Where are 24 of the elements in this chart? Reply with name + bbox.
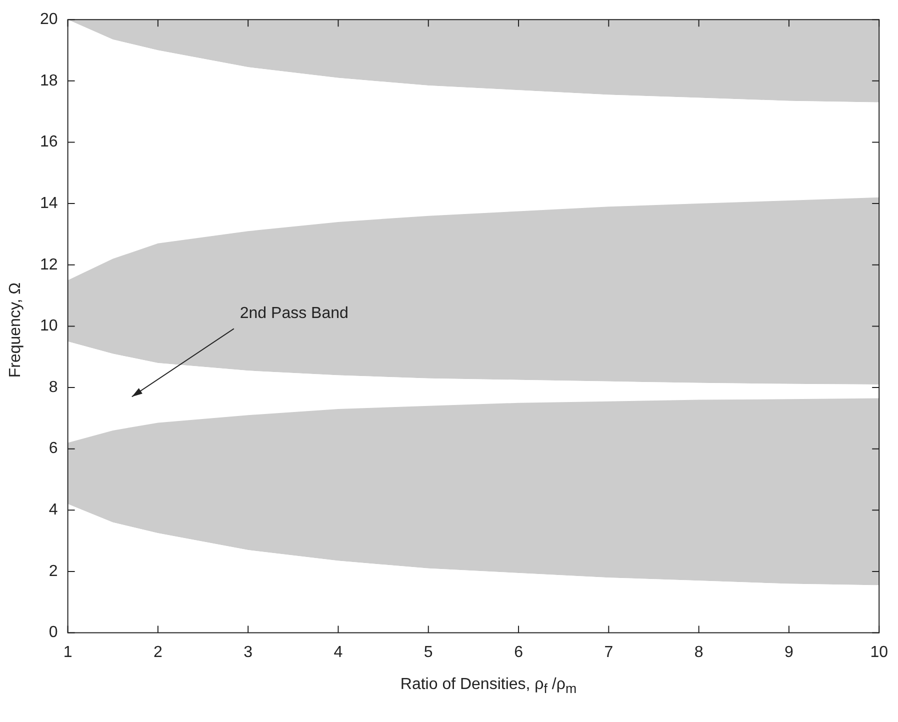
x-tick-label: 1 — [63, 644, 72, 661]
annotation: 2nd Pass Band — [240, 305, 348, 322]
y-tick-label: 14 — [40, 194, 58, 212]
y-axis-title: Frequency, Ω — [7, 282, 25, 378]
x-tick-label: 9 — [784, 644, 794, 661]
y-tick-label: 8 — [48, 378, 58, 396]
x-tick-label: 4 — [334, 644, 343, 661]
y-tick-label: 2 — [48, 562, 58, 580]
x-tick-label: 10 — [870, 644, 888, 661]
x-tick-label: 2 — [153, 644, 162, 661]
y-tick-label: 16 — [40, 134, 58, 151]
y-tick-label: 0 — [48, 624, 58, 642]
x-tick-label: 5 — [424, 644, 433, 661]
x-tick-label: 6 — [514, 644, 524, 661]
y-tick-label: 10 — [40, 318, 58, 335]
y-tick-label: 18 — [40, 72, 58, 90]
x-axis-title: Ratio of Densities, ρ$_{f}$ /ρ$_{m}$ — [399, 676, 578, 696]
x-tick-label: 8 — [694, 644, 704, 661]
x-tick-label: 7 — [604, 644, 614, 661]
y-tick-label: 4 — [48, 502, 58, 519]
y-tick-label: 6 — [48, 440, 58, 458]
y-tick-label: 20 — [40, 11, 58, 28]
y-tick-label: 12 — [40, 256, 58, 274]
x-tick-label: 3 — [244, 644, 253, 661]
